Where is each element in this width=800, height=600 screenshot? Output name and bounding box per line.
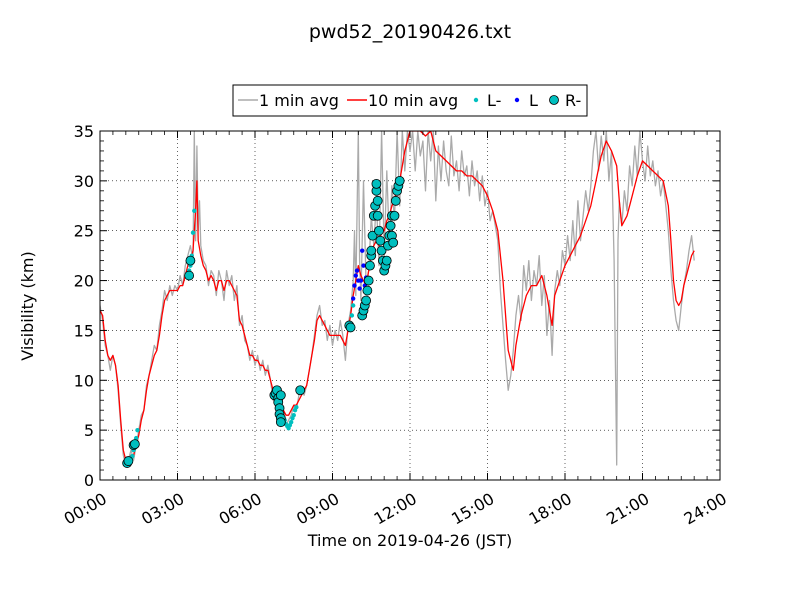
legend: 1 min avg 10 min avg L- L R- xyxy=(232,84,588,117)
series-point-l xyxy=(357,286,362,291)
series-line-1-min-avg xyxy=(100,131,695,466)
series-marker-r xyxy=(123,456,134,466)
series-marker-r xyxy=(389,210,400,221)
series-point-l xyxy=(353,273,358,278)
series-point-l xyxy=(190,230,196,235)
series-point-l xyxy=(192,208,197,213)
minor-ticks xyxy=(100,131,720,480)
y-tick-label: 5 xyxy=(84,421,94,440)
series-marker-r xyxy=(275,417,286,428)
legend-label-10min: 10 min avg xyxy=(368,91,458,110)
legend-swatch-r-minus xyxy=(549,95,559,105)
series-marker-r xyxy=(385,220,396,231)
series-point-l xyxy=(291,412,296,418)
series-marker-r xyxy=(372,195,383,206)
series-point-l xyxy=(352,283,357,288)
plot-area-frame xyxy=(99,130,721,481)
series-marker-r xyxy=(365,260,375,271)
series-point-l xyxy=(350,303,356,308)
y-tick-label: 15 xyxy=(74,321,94,340)
series-marker-r xyxy=(374,225,384,236)
series-marker-r xyxy=(366,245,377,256)
chart-title: pwd52_20190426.txt xyxy=(309,21,511,43)
series-marker-r xyxy=(129,439,140,450)
legend-label-r-minus: R- xyxy=(565,91,581,110)
legend-label-l-minus: L- xyxy=(487,91,501,110)
series-point-l xyxy=(288,419,294,425)
series-point-l xyxy=(361,263,366,268)
series-marker-r xyxy=(361,295,371,306)
legend-swatch-l xyxy=(514,97,520,103)
series-marker-r xyxy=(345,322,356,333)
series-point-l xyxy=(350,296,356,301)
y-tick-label: 0 xyxy=(84,471,94,490)
legend-frame xyxy=(232,84,588,117)
series-layer xyxy=(100,131,695,468)
series-point-l xyxy=(135,427,140,433)
series-line-10-min-avg xyxy=(100,131,695,461)
series-marker-r xyxy=(371,178,382,189)
series-marker-r xyxy=(381,255,392,266)
series-marker-r xyxy=(390,195,401,206)
series-point-l xyxy=(358,278,364,283)
series-point-l xyxy=(360,248,365,253)
series-marker-r xyxy=(295,385,306,396)
legend-label-1min: 1 min avg xyxy=(259,91,339,110)
series-marker-r xyxy=(362,285,373,296)
series-marker-r xyxy=(372,210,383,221)
legend-swatch-l-minus xyxy=(473,97,479,103)
y-axis: 0 5 10 15 20 25 30 35 xyxy=(74,122,720,490)
series-point-l xyxy=(349,313,355,318)
series-marker-r xyxy=(185,255,196,266)
series-point-l xyxy=(354,268,360,273)
series-marker-r xyxy=(375,235,386,246)
y-axis-label: Visibility (km) xyxy=(18,251,37,360)
y-tick-label: 25 xyxy=(74,222,94,241)
y-tick-label: 10 xyxy=(74,371,94,390)
legend-label-l: L xyxy=(529,91,538,110)
series-marker-r xyxy=(388,237,399,248)
series-marker-r xyxy=(275,390,286,401)
x-axis-label: Time on 2019-04-26 (JST) xyxy=(307,531,512,550)
series-marker-r xyxy=(376,245,387,256)
y-tick-label: 30 xyxy=(74,172,94,191)
series-marker-r xyxy=(363,275,374,286)
series-marker-r xyxy=(184,270,195,281)
y-tick-label: 20 xyxy=(74,272,94,291)
y-tick-label: 35 xyxy=(74,122,94,141)
series-marker-r xyxy=(367,230,378,241)
series-point-l xyxy=(294,405,299,410)
series-marker-r xyxy=(394,175,405,186)
